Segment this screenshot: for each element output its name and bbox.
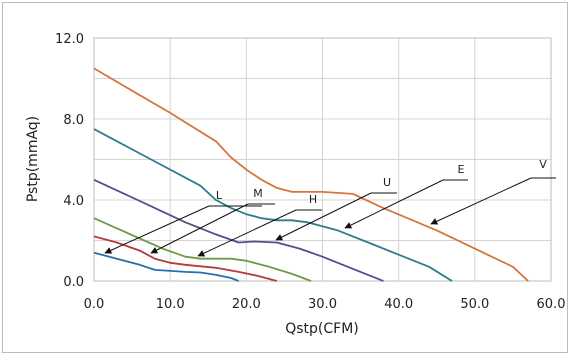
callout-u: U — [275, 176, 397, 241]
series-line-u — [93, 178, 384, 282]
plot-area — [93, 37, 552, 282]
x-tick-label: 30.0 — [308, 297, 337, 312]
callout-label: H — [309, 193, 317, 206]
x-tick-label: 50.0 — [460, 297, 489, 312]
grid — [93, 37, 552, 282]
callout-l: L — [104, 189, 262, 254]
y-axis-title: Pstp(mmAq) — [25, 116, 41, 202]
callout-label: U — [383, 176, 391, 189]
callout-label: M — [253, 187, 263, 200]
chart-frame — [2, 2, 568, 353]
y-tick-label: 8.0 — [63, 113, 84, 128]
series-line-v — [93, 67, 529, 282]
callouts: L M H U E V — [104, 158, 556, 257]
callout-arrow — [197, 209, 297, 257]
series-line-e — [93, 128, 453, 282]
callout-arrow — [150, 203, 249, 254]
x-tick-label: 10.0 — [156, 297, 185, 312]
callout-label: L — [216, 189, 223, 202]
callout-arrow — [344, 179, 444, 229]
callout-h: H — [197, 193, 322, 257]
x-tick-label: 20.0 — [232, 297, 261, 312]
y-tick-label: 12.0 — [55, 32, 84, 47]
callout-v: V — [430, 158, 556, 225]
callout-arrow — [275, 192, 372, 241]
callout-e: E — [344, 163, 468, 229]
series-lines — [93, 67, 529, 282]
callout-label: V — [539, 158, 547, 171]
x-tick-label: 40.0 — [384, 297, 413, 312]
series-line-m — [93, 235, 278, 282]
series-line-l — [93, 251, 240, 282]
x-axis-title: Qstp(CFM) — [285, 321, 359, 337]
callout-m: M — [150, 187, 275, 254]
callout-label: E — [458, 163, 465, 176]
x-tick-label: 60.0 — [537, 297, 566, 312]
x-tick-label: 0.0 — [84, 297, 105, 312]
callout-arrow — [104, 205, 210, 254]
axes: 0.0 10.0 20.0 30.0 40.0 50.0 60.0 0.0 4.0 8.0 12.0 — [55, 32, 565, 312]
y-tick-label: 0.0 — [63, 275, 84, 290]
series-line-h — [93, 217, 312, 282]
callout-arrow — [430, 177, 532, 225]
y-tick-label: 4.0 — [63, 194, 84, 209]
